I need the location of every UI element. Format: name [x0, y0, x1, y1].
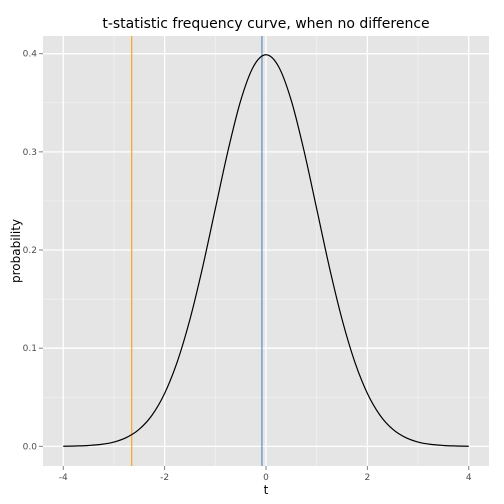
y-tick-label: 0.4 [23, 50, 38, 60]
y-axis-ticks: 0.0 0.1 0.2 0.3 0.4 [23, 50, 43, 452]
x-axis-ticks: -4 -2 0 2 4 [59, 466, 472, 483]
y-axis-label: probability [9, 219, 23, 283]
x-tick-label: 4 [466, 473, 472, 483]
series-line [63, 54, 469, 447]
chart-title: t-statistic frequency curve, when no dif… [102, 16, 429, 32]
x-axis-label: t [264, 483, 269, 497]
y-tick-label: 0.2 [23, 246, 37, 256]
x-tick-label: -4 [59, 473, 68, 483]
x-tick-label: -2 [160, 473, 169, 483]
y-tick-label: 0.1 [23, 344, 37, 354]
x-tick-label: 2 [364, 473, 370, 483]
x-tick-label: 0 [263, 473, 269, 483]
vertical-lines [131, 36, 263, 466]
y-tick-label: 0.3 [23, 148, 37, 158]
y-tick-label: 0.0 [23, 442, 38, 452]
series-group [63, 54, 469, 447]
